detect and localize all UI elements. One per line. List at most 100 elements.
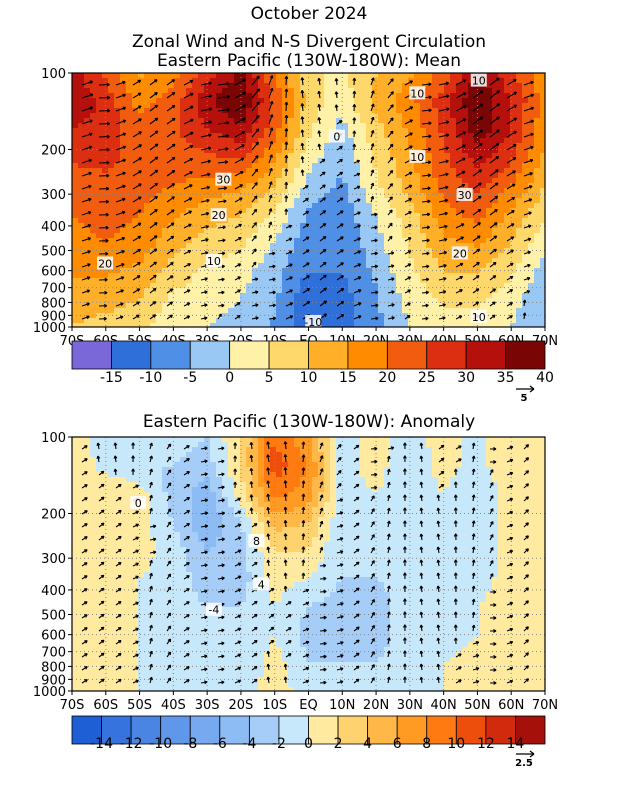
wind-vector-head (138, 183, 142, 187)
field-cell (438, 193, 445, 199)
field-cell (228, 273, 235, 279)
field-cell (336, 218, 343, 224)
field-cell (468, 148, 475, 154)
field-cell (468, 298, 475, 304)
field-cell (252, 228, 259, 234)
wind-vector-head (154, 156, 159, 161)
wind-vector (421, 174, 431, 177)
field-cell (96, 293, 103, 299)
field-cell (96, 318, 103, 324)
field-cell (528, 188, 535, 194)
field-cell (180, 83, 187, 89)
field-cell (486, 248, 493, 254)
field-cell (162, 308, 169, 314)
field-cell (342, 273, 349, 279)
field-cell (78, 233, 85, 239)
field-cell (288, 283, 295, 289)
field-cell (450, 183, 457, 189)
field-cell (96, 323, 103, 328)
field-cell (192, 138, 199, 144)
field-cell (330, 73, 337, 79)
field-cell (306, 153, 313, 159)
field-cell (408, 263, 415, 269)
field-cell (300, 218, 307, 224)
field-cell (180, 233, 187, 239)
field-cell (438, 203, 445, 209)
field-cell (246, 258, 253, 264)
field-cell (390, 88, 397, 94)
field-cell (174, 138, 181, 144)
wind-vector (421, 122, 432, 125)
field-cell (426, 293, 433, 299)
field-cell (264, 163, 271, 169)
field-cell (390, 323, 397, 328)
field-cell (492, 223, 499, 229)
field-cell (114, 263, 121, 269)
field-cell (414, 243, 421, 249)
field-cell (108, 138, 115, 144)
wind-vector-head (322, 197, 326, 201)
field-cell (438, 213, 445, 219)
field-cell (354, 148, 361, 154)
field-cell (390, 308, 397, 314)
field-cell (204, 318, 211, 324)
field-cell (126, 243, 133, 249)
field-cell (342, 123, 349, 129)
field-cell (510, 103, 517, 109)
wind-vector (132, 262, 141, 268)
field-cell (534, 158, 541, 164)
field-cell (102, 298, 109, 304)
field-cell (426, 143, 433, 149)
field-cell (252, 108, 259, 114)
field-cell (438, 283, 445, 289)
field-cell (354, 193, 361, 199)
field-cell (114, 203, 121, 209)
field-cell (384, 103, 391, 109)
field-cell (162, 323, 169, 328)
field-cell (402, 263, 409, 269)
field-cell (156, 163, 163, 169)
field-cell (300, 188, 307, 194)
field-cell (480, 198, 487, 204)
field-cell (234, 253, 241, 259)
field-cell (330, 98, 337, 104)
wind-vector (251, 75, 260, 86)
field-cell (240, 298, 247, 304)
field-cell (168, 293, 175, 299)
field-cell (516, 258, 523, 264)
field-cell (318, 133, 325, 139)
field-cell (480, 178, 487, 184)
field-cell (162, 283, 169, 289)
field-cell (522, 243, 529, 249)
field-cell (264, 78, 271, 84)
field-cell (234, 208, 241, 214)
field-cell (324, 173, 331, 179)
field-cell (432, 83, 439, 89)
field-cell (276, 158, 283, 164)
field-cell (450, 298, 457, 304)
field-cell (522, 283, 529, 289)
wind-vector-head (268, 194, 273, 199)
field-cell (246, 128, 253, 134)
field-cell (108, 148, 115, 154)
wind-vector (353, 224, 361, 229)
wind-vector (506, 183, 516, 190)
field-cell (192, 78, 199, 84)
field-cell (192, 148, 199, 154)
field-cell (390, 293, 397, 299)
field-cell (174, 148, 181, 154)
wind-vector (115, 224, 126, 229)
field-cell (114, 118, 121, 124)
field-cell (162, 73, 169, 79)
wind-vector (115, 198, 126, 203)
wind-vector (404, 184, 413, 190)
field-cell (336, 203, 343, 209)
field-cell (144, 98, 151, 104)
field-cell (534, 318, 541, 324)
wind-vector-head (390, 251, 395, 256)
field-cell (240, 223, 247, 229)
field-cell (396, 288, 403, 294)
field-cell (474, 298, 481, 304)
field-cell (186, 148, 193, 154)
field-cell (450, 83, 457, 89)
